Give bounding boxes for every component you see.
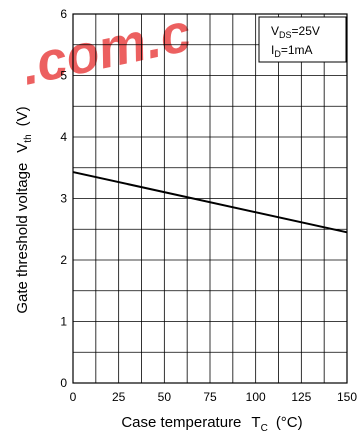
y-tick-label: 1 xyxy=(60,315,67,329)
data-series xyxy=(72,171,348,234)
y-tick-label: 0 xyxy=(60,376,67,390)
x-tick-label: 150 xyxy=(337,390,357,404)
y-tick-label: 3 xyxy=(60,192,67,206)
y-tick-label: 5 xyxy=(60,69,67,83)
x-tick-labels: 0 25 50 75 100 125 150 xyxy=(70,390,358,404)
condition-box xyxy=(258,16,347,63)
x-tick-label: 50 xyxy=(158,390,172,404)
y-tick-label: 6 xyxy=(60,7,67,21)
x-tick-label: 25 xyxy=(112,390,126,404)
y-tick-label: 2 xyxy=(60,253,67,267)
x-tick-label: 125 xyxy=(291,390,311,404)
y-tick-labels: 0 1 2 3 4 5 6 xyxy=(60,7,67,390)
plot-frame xyxy=(72,13,348,384)
x-tick-label: 75 xyxy=(203,390,217,404)
condition-vds: VDS=25V xyxy=(271,24,320,40)
x-tick-label: 0 xyxy=(70,390,77,404)
x-tick-label: 100 xyxy=(246,390,266,404)
y-tick-label: 4 xyxy=(60,130,67,144)
condition-id: ID=1mA xyxy=(271,43,313,59)
threshold-voltage-line xyxy=(72,171,348,234)
x-axis-label: Case temperature TC (°C) xyxy=(121,414,302,434)
watermark-text: .com.c xyxy=(16,2,196,96)
y-axis-label: Gate threshold voltageVth(V) xyxy=(14,106,34,313)
